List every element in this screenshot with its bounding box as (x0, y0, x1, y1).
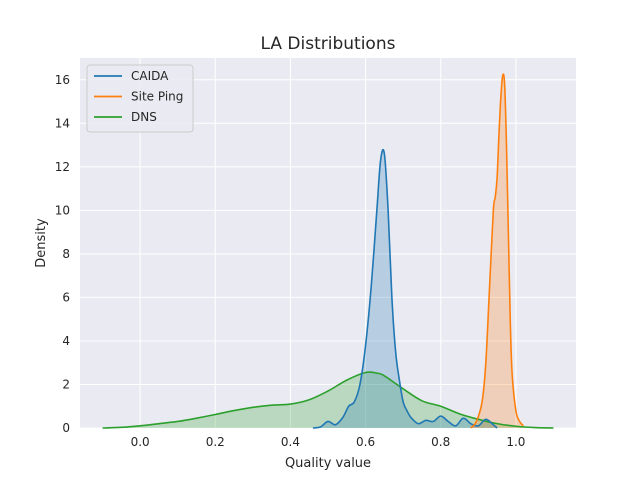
line-caida (312, 148, 498, 429)
density-lines (102, 73, 554, 429)
y-axis-label: Density (34, 218, 49, 268)
legend-box (86, 64, 194, 133)
x-tick-label: 0.4 (281, 435, 300, 449)
legend-label-caida: CAIDA (131, 69, 169, 83)
y-tick-label: 0 (62, 421, 70, 435)
x-tick-label: 0.2 (206, 435, 225, 449)
x-tick-label: 1.0 (506, 435, 525, 449)
y-tick-label: 8 (62, 247, 70, 261)
legend: CAIDA Site Ping DNS (86, 64, 194, 133)
y-tick-label: 16 (55, 73, 70, 87)
y-tick-label: 2 (62, 377, 70, 391)
y-tick-labels: 0 2 4 6 8 10 12 14 16 (55, 73, 70, 435)
x-axis-label: Quality value (285, 456, 371, 471)
x-tick-label: 0.6 (356, 435, 375, 449)
chart-title: LA Distributions (261, 34, 396, 54)
y-tick-label: 10 (55, 203, 70, 217)
y-tick-label: 4 (62, 334, 70, 348)
x-tick-label: 0.8 (431, 435, 450, 449)
y-tick-label: 6 (62, 290, 70, 304)
x-tick-labels: 0.0 0.2 0.4 0.6 0.8 1.0 (131, 435, 526, 449)
y-tick-label: 14 (55, 116, 70, 130)
line-site-ping (470, 73, 524, 429)
y-tick-label: 12 (55, 160, 70, 174)
x-tick-label: 0.0 (131, 435, 150, 449)
legend-label-dns: DNS (131, 110, 157, 124)
area-dns (102, 372, 554, 428)
legend-label-site-ping: Site Ping (131, 90, 183, 104)
grid-lines (80, 58, 576, 429)
